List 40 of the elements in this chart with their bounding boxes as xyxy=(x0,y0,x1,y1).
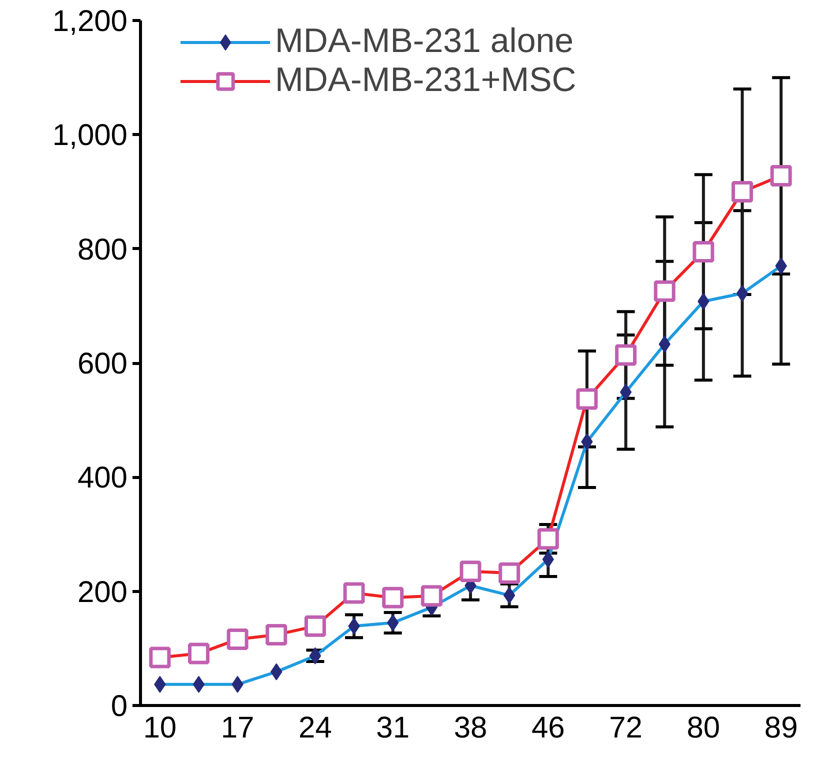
point xyxy=(692,240,714,262)
point xyxy=(226,628,248,650)
x-tick-label: 17 xyxy=(220,712,254,744)
legend-label: MDA-MB-231 alone xyxy=(275,22,574,61)
point xyxy=(420,585,442,607)
y-tick-label: 400 xyxy=(77,462,128,495)
point xyxy=(654,280,676,302)
point xyxy=(620,384,632,401)
point xyxy=(770,165,792,187)
point xyxy=(266,624,288,646)
y-tick-label: 1,000 xyxy=(52,119,128,152)
x-tick-label: 80 xyxy=(686,712,720,744)
point xyxy=(576,388,598,410)
point xyxy=(192,676,205,693)
point xyxy=(382,586,404,608)
y-tick-label: 0 xyxy=(110,690,128,723)
point xyxy=(149,646,171,668)
point xyxy=(188,642,210,664)
point xyxy=(503,586,516,604)
legend-label: MDA-MB-231+MSC xyxy=(275,61,576,100)
point xyxy=(615,344,637,366)
x-tick-label: 31 xyxy=(376,712,410,744)
x-tick-label: 38 xyxy=(454,712,488,744)
point xyxy=(537,528,559,550)
point xyxy=(732,181,754,202)
point xyxy=(304,615,326,637)
y-tick-label: 600 xyxy=(77,348,128,380)
x-tick-label: 46 xyxy=(531,712,565,744)
x-tick-label: 10 xyxy=(143,712,177,744)
point xyxy=(498,562,520,584)
y-tick-label: 200 xyxy=(77,576,128,609)
y-tick-label: 1,200 xyxy=(52,5,128,38)
x-tick-label: 72 xyxy=(609,712,642,744)
point xyxy=(736,284,748,302)
x-tick-label: 89 xyxy=(764,712,798,744)
point xyxy=(343,582,365,604)
y-tick-label: 800 xyxy=(77,233,128,266)
point xyxy=(460,560,482,582)
x-tick-label: 24 xyxy=(298,712,332,744)
point xyxy=(309,647,322,664)
